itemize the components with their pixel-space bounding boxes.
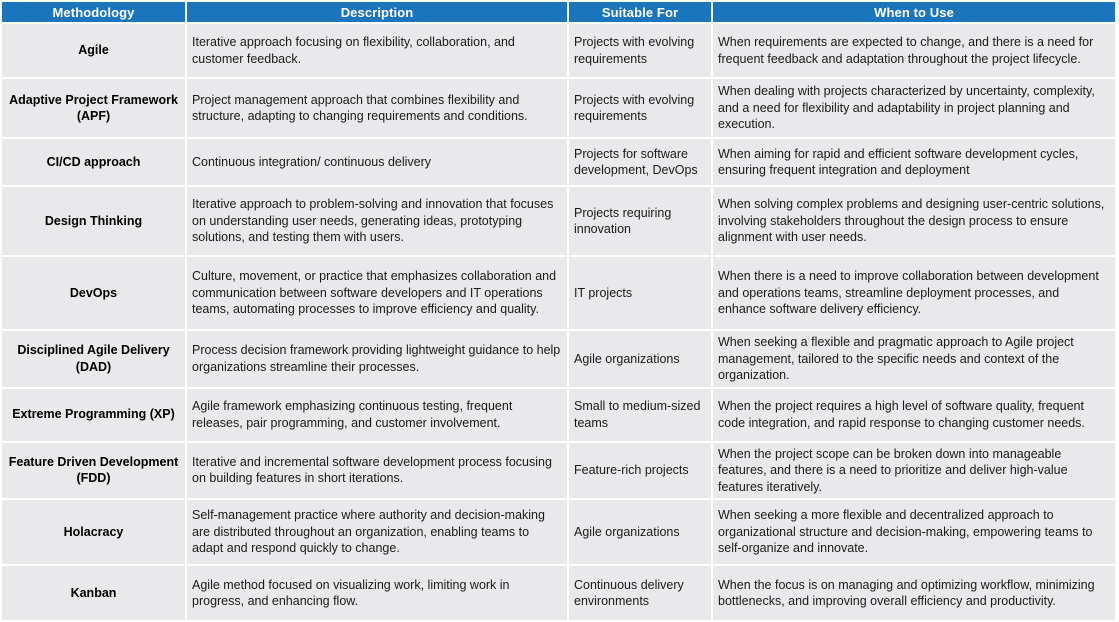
cell-methodology: Extreme Programming (XP) bbox=[2, 388, 185, 441]
cell-suitable-for: Agile organizations bbox=[569, 500, 711, 564]
cell-when-to-use: When requirements are expected to change… bbox=[713, 24, 1115, 77]
cell-when-to-use: When aiming for rapid and efficient soft… bbox=[713, 139, 1115, 185]
cell-methodology: DevOps bbox=[2, 257, 185, 329]
cell-when-to-use: When the project scope can be broken dow… bbox=[713, 442, 1115, 498]
cell-when-to-use: When seeking a more flexible and decentr… bbox=[713, 500, 1115, 564]
table-row-apf: Adaptive Project Framework (APF) Project… bbox=[2, 79, 1115, 137]
cell-suitable-for: Projects with evolving requirements bbox=[569, 24, 711, 77]
table-row-cicd: CI/CD approach Continuous integration/ c… bbox=[2, 139, 1115, 185]
cell-description: Culture, movement, or practice that emph… bbox=[187, 257, 567, 329]
cell-suitable-for: Projects with evolving requirements bbox=[569, 79, 711, 137]
table-row-xp: Extreme Programming (XP) Agile framework… bbox=[2, 388, 1115, 441]
table-row-fdd: Feature Driven Development (FDD) Iterati… bbox=[2, 442, 1115, 498]
cell-suitable-for: Agile organizations bbox=[569, 331, 711, 387]
table-row-devops: DevOps Culture, movement, or practice th… bbox=[2, 257, 1115, 329]
cell-when-to-use: When seeking a flexible and pragmatic ap… bbox=[713, 331, 1115, 387]
cell-description: Self-management practice where authority… bbox=[187, 500, 567, 564]
cell-when-to-use: When the project requires a high level o… bbox=[713, 388, 1115, 441]
cell-description: Iterative approach to problem-solving an… bbox=[187, 187, 567, 255]
cell-when-to-use: When there is a need to improve collabor… bbox=[713, 257, 1115, 329]
cell-methodology: Holacracy bbox=[2, 500, 185, 564]
cell-description: Iterative approach focusing on flexibili… bbox=[187, 24, 567, 77]
cell-methodology: Agile bbox=[2, 24, 185, 77]
cell-suitable-for: Continuous delivery environments bbox=[569, 566, 711, 620]
cell-when-to-use: When solving complex problems and design… bbox=[713, 187, 1115, 255]
cell-methodology: Feature Driven Development (FDD) bbox=[2, 442, 185, 498]
cell-description: Agile framework emphasizing continuous t… bbox=[187, 388, 567, 441]
cell-suitable-for: Projects for software development, DevOp… bbox=[569, 139, 711, 185]
table-row-dad: Disciplined Agile Delivery (DAD) Process… bbox=[2, 331, 1115, 387]
cell-suitable-for: Feature-rich projects bbox=[569, 442, 711, 498]
cell-description: Process decision framework providing lig… bbox=[187, 331, 567, 387]
cell-methodology: Adaptive Project Framework (APF) bbox=[2, 79, 185, 137]
cell-methodology: Disciplined Agile Delivery (DAD) bbox=[2, 331, 185, 387]
cell-description: Agile method focused on visualizing work… bbox=[187, 566, 567, 620]
cell-when-to-use: When dealing with projects characterized… bbox=[713, 79, 1115, 137]
cell-suitable-for: Projects requiring innovation bbox=[569, 187, 711, 255]
column-header-methodology: Methodology bbox=[2, 2, 185, 22]
cell-methodology: Design Thinking bbox=[2, 187, 185, 255]
cell-methodology: CI/CD approach bbox=[2, 139, 185, 185]
cell-description: Iterative and incremental software devel… bbox=[187, 442, 567, 498]
column-header-when-to-use: When to Use bbox=[713, 2, 1115, 22]
cell-suitable-for: IT projects bbox=[569, 257, 711, 329]
table-row-kanban: Kanban Agile method focused on visualizi… bbox=[2, 566, 1115, 620]
table-row-agile: Agile Iterative approach focusing on fle… bbox=[2, 24, 1115, 77]
table-header-row: Methodology Description Suitable For Whe… bbox=[2, 2, 1115, 22]
column-header-description: Description bbox=[187, 2, 567, 22]
cell-when-to-use: When the focus is on managing and optimi… bbox=[713, 566, 1115, 620]
cell-methodology: Kanban bbox=[2, 566, 185, 620]
cell-suitable-for: Small to medium-sized teams bbox=[569, 388, 711, 441]
cell-description: Project management approach that combine… bbox=[187, 79, 567, 137]
table-row-holacracy: Holacracy Self-management practice where… bbox=[2, 500, 1115, 564]
cell-description: Continuous integration/ continuous deliv… bbox=[187, 139, 567, 185]
table-row-design-thinking: Design Thinking Iterative approach to pr… bbox=[2, 187, 1115, 255]
column-header-suitable-for: Suitable For bbox=[569, 2, 711, 22]
